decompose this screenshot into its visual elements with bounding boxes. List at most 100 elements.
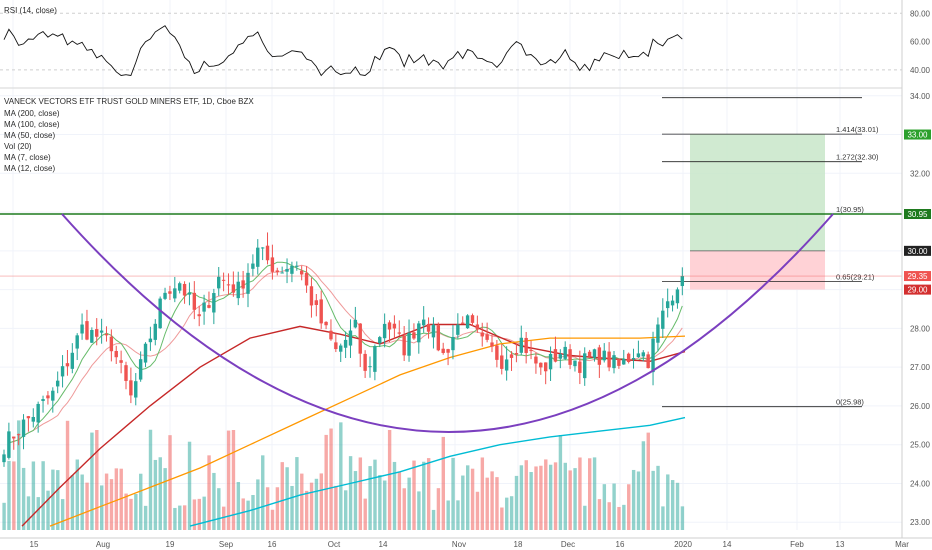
volume-bar xyxy=(680,506,685,530)
time-tick: Sep xyxy=(219,540,234,549)
time-tick: 16 xyxy=(268,540,277,549)
candle-body xyxy=(490,342,494,347)
volume-bar xyxy=(295,457,299,530)
volume-bar xyxy=(207,455,211,530)
volume-bar xyxy=(368,466,372,530)
candle-body xyxy=(421,319,426,326)
candle-body xyxy=(480,332,484,337)
candle-body xyxy=(51,390,55,401)
candle-body xyxy=(446,349,450,353)
volume-bar xyxy=(339,422,343,530)
volume-bar xyxy=(231,430,236,530)
rsi-series xyxy=(3,25,683,77)
volume-bar xyxy=(407,477,411,530)
volume-bar xyxy=(280,462,284,530)
candle-body xyxy=(661,310,665,329)
candle-body xyxy=(358,323,362,354)
cup-arc xyxy=(61,213,834,433)
candle-body xyxy=(514,353,519,355)
rsi-tick: 60.00 xyxy=(910,38,931,47)
candle-body xyxy=(382,323,387,339)
volume-bar xyxy=(158,457,162,530)
volume-bar xyxy=(373,459,377,530)
volume-bar xyxy=(402,488,406,530)
volume-bar xyxy=(363,498,367,530)
candle-body xyxy=(534,356,538,364)
candle-body xyxy=(70,352,75,369)
volume-bar xyxy=(314,478,319,530)
time-tick: Dec xyxy=(561,540,575,549)
volume-bar xyxy=(85,482,89,530)
candle-body xyxy=(319,299,323,324)
volume-bar xyxy=(519,465,524,530)
candle-body xyxy=(99,330,104,333)
volume-bar xyxy=(329,428,333,530)
candle-body xyxy=(31,416,35,422)
candle-body xyxy=(95,329,99,337)
time-tick: 19 xyxy=(166,540,175,549)
candle-body xyxy=(212,293,216,313)
candle-body xyxy=(26,416,31,419)
volume-bar xyxy=(241,498,245,530)
candle-body xyxy=(397,332,401,334)
candle-body xyxy=(114,351,118,358)
volume-bar xyxy=(26,496,31,530)
candle-body xyxy=(485,334,489,340)
volume-bar xyxy=(348,456,353,530)
rsi-tick: 80.00 xyxy=(910,9,931,18)
volume-bar xyxy=(7,460,11,530)
candle-body xyxy=(592,349,597,358)
volume-bar xyxy=(95,430,99,530)
candle-body xyxy=(368,366,372,368)
candle-body xyxy=(612,355,616,369)
candle-body xyxy=(168,291,172,294)
candle-body xyxy=(641,352,645,357)
time-tick: 2020 xyxy=(674,540,692,549)
candle-body xyxy=(260,247,265,249)
volume-bar xyxy=(358,457,363,530)
volume-bar xyxy=(612,483,616,530)
candle-body xyxy=(251,263,255,269)
volume-bar xyxy=(622,504,626,530)
candle-body xyxy=(324,321,328,326)
candle-body xyxy=(597,347,602,365)
volume-bar xyxy=(592,457,597,530)
fib-label: 0(25.98) xyxy=(836,398,864,407)
candle-body xyxy=(85,321,89,340)
volume-bar xyxy=(236,482,241,530)
candle-body xyxy=(75,335,79,349)
volume-bar xyxy=(153,459,158,530)
price-label-bg xyxy=(904,209,931,220)
candle-body xyxy=(456,324,460,335)
candle-body xyxy=(55,380,60,387)
candle-body xyxy=(2,454,6,463)
legend-ma50: MA (50, close) xyxy=(4,131,56,140)
fib-label: 1.414(33.01) xyxy=(836,125,879,134)
volume-bar xyxy=(182,505,187,530)
volume-bar xyxy=(344,490,348,530)
candle-body xyxy=(295,265,299,267)
candle-body xyxy=(36,403,40,423)
candle-body xyxy=(607,351,611,368)
candle-body xyxy=(314,300,319,305)
candle-body xyxy=(407,332,411,356)
candle-body xyxy=(461,322,465,324)
volume-bar xyxy=(173,507,177,530)
volume-bar xyxy=(178,505,182,530)
candle-body xyxy=(504,359,509,371)
time-tick: 15 xyxy=(30,540,39,549)
candle-body xyxy=(529,350,533,352)
candle-body xyxy=(578,361,582,373)
time-axis-bg xyxy=(0,538,932,550)
candle-body xyxy=(339,345,343,352)
candle-body xyxy=(290,265,294,274)
volume-bar xyxy=(451,457,455,530)
candle-body xyxy=(602,350,606,361)
time-tick: Mar xyxy=(895,540,909,549)
candle-body xyxy=(90,329,94,343)
legend-vol: Vol (20) xyxy=(4,142,32,151)
volume-bar xyxy=(104,473,109,530)
volume-bar xyxy=(324,434,328,530)
price-label-bg xyxy=(904,245,931,256)
